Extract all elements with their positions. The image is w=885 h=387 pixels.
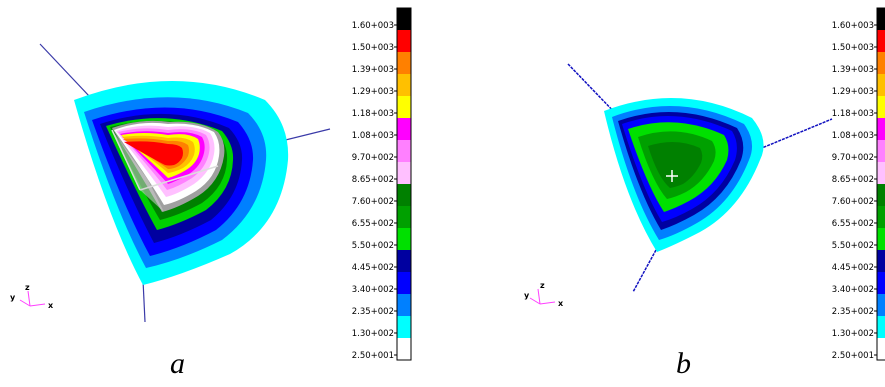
- legend-swatch: [397, 294, 411, 316]
- axis-label-z: z: [540, 281, 545, 290]
- legend-swatch: [397, 206, 411, 228]
- cut-edge-2: [139, 165, 219, 191]
- legend-label: 1.30+002: [352, 329, 394, 339]
- legend-swatch: [397, 74, 411, 96]
- axis-label-x: x: [558, 299, 564, 308]
- panel-a: z y x 1.60+0031.50+0031.39+0031.29+0031.…: [10, 7, 412, 380]
- legend-swatch: [397, 316, 411, 338]
- legend-label: 3.40+002: [352, 285, 394, 295]
- panel-b: z y x 1.60+0031.50+0031.39+0031.29+0031.…: [524, 7, 885, 380]
- legend-swatch: [877, 294, 885, 316]
- legend-label: 1.60+003: [832, 21, 874, 31]
- legend-label: 9.70+002: [832, 153, 874, 163]
- legend-swatch: [877, 338, 885, 360]
- legend-label: 1.08+003: [832, 131, 874, 141]
- legend-frame: [396, 7, 412, 361]
- legend-label: 2.50+001: [832, 351, 874, 361]
- axis-triad-a: z y x: [10, 283, 54, 310]
- legend-swatch: [877, 272, 885, 294]
- legend-label: 2.35+002: [832, 307, 874, 317]
- legend-swatch: [397, 140, 411, 162]
- legend-label: 5.50+002: [832, 241, 874, 251]
- legend-label: 7.60+002: [352, 197, 394, 207]
- legend-label: 1.50+003: [352, 43, 394, 53]
- legend-label: 2.35+002: [352, 307, 394, 317]
- legend-swatch: [397, 118, 411, 140]
- axis-label-x: x: [48, 301, 54, 310]
- legend-label: 1.30+002: [832, 329, 874, 339]
- legend-label: 5.50+002: [352, 241, 394, 251]
- legend-label: 1.08+003: [352, 131, 394, 141]
- legend-label: 1.60+003: [352, 21, 394, 31]
- legend-label: 3.40+002: [832, 285, 874, 295]
- legend-swatch: [877, 228, 885, 250]
- legend-label: 1.29+003: [352, 87, 394, 97]
- legend-label: 1.18+003: [832, 109, 874, 119]
- axis-label-y: y: [524, 291, 530, 300]
- legend-swatch: [877, 8, 885, 30]
- axis-line-down: [632, 249, 657, 293]
- legend-swatch: [397, 184, 411, 206]
- legend-label: 7.60+002: [832, 197, 874, 207]
- legend-swatch: [877, 316, 885, 338]
- legend-swatch: [877, 206, 885, 228]
- color-legend-a: 1.60+003 1.50+003 1.39+003 1.29+003 1.18+003…: [352, 7, 412, 361]
- legend-label: 6.55+002: [832, 219, 874, 229]
- legend-label: 1.50+003: [832, 43, 874, 53]
- color-legend-b: 1.60+003 1.50+003 1.39+003 1.29+003 1.18+003…: [832, 7, 885, 361]
- legend-swatch: [877, 184, 885, 206]
- legend-label: 6.55+002: [352, 219, 394, 229]
- axis-label-y: y: [10, 293, 16, 302]
- legend-label: 4.45+002: [832, 263, 874, 273]
- legend-swatch: [397, 8, 411, 30]
- legend-swatch: [397, 272, 411, 294]
- legend-label: 1.39+003: [352, 65, 394, 75]
- legend-frame: [876, 7, 885, 361]
- legend-label: 8.65+002: [352, 175, 394, 185]
- legend-swatch: [877, 74, 885, 96]
- axis-line-down: [142, 279, 146, 323]
- legend-swatch: [397, 30, 411, 52]
- legend-swatch: [397, 338, 411, 360]
- legend-swatch: [877, 118, 885, 140]
- legend-label: 2.50+001: [352, 351, 394, 361]
- legend-swatch: [877, 52, 885, 74]
- legend-swatch: [397, 96, 411, 118]
- contour-band-red: [124, 141, 183, 166]
- legend-swatch: [877, 96, 885, 118]
- legend-swatch: [877, 140, 885, 162]
- legend-label: 4.45+002: [352, 263, 394, 273]
- legend-swatch: [397, 228, 411, 250]
- legend-label: 9.70+002: [352, 153, 394, 163]
- legend-swatch: [877, 30, 885, 52]
- legend-label: 1.29+003: [832, 87, 874, 97]
- center-marker: [666, 170, 678, 182]
- legend-label: 8.65+002: [832, 175, 874, 185]
- cut-face-shade: [112, 130, 164, 212]
- panel-caption-a: a: [170, 347, 185, 380]
- legend-swatch: [877, 162, 885, 184]
- legend-label: 1.18+003: [352, 109, 394, 119]
- axis-line-right: [744, 118, 833, 156]
- legend-label: 1.39+003: [832, 65, 874, 75]
- axis-triad-b: z y x: [524, 281, 564, 308]
- legend-swatch: [397, 52, 411, 74]
- legend-swatch: [877, 250, 885, 272]
- contour-band-darkgreen: [648, 141, 703, 188]
- axis-label-z: z: [25, 283, 30, 292]
- legend-swatch: [397, 250, 411, 272]
- legend-swatch: [397, 162, 411, 184]
- panel-caption-b: b: [676, 347, 691, 380]
